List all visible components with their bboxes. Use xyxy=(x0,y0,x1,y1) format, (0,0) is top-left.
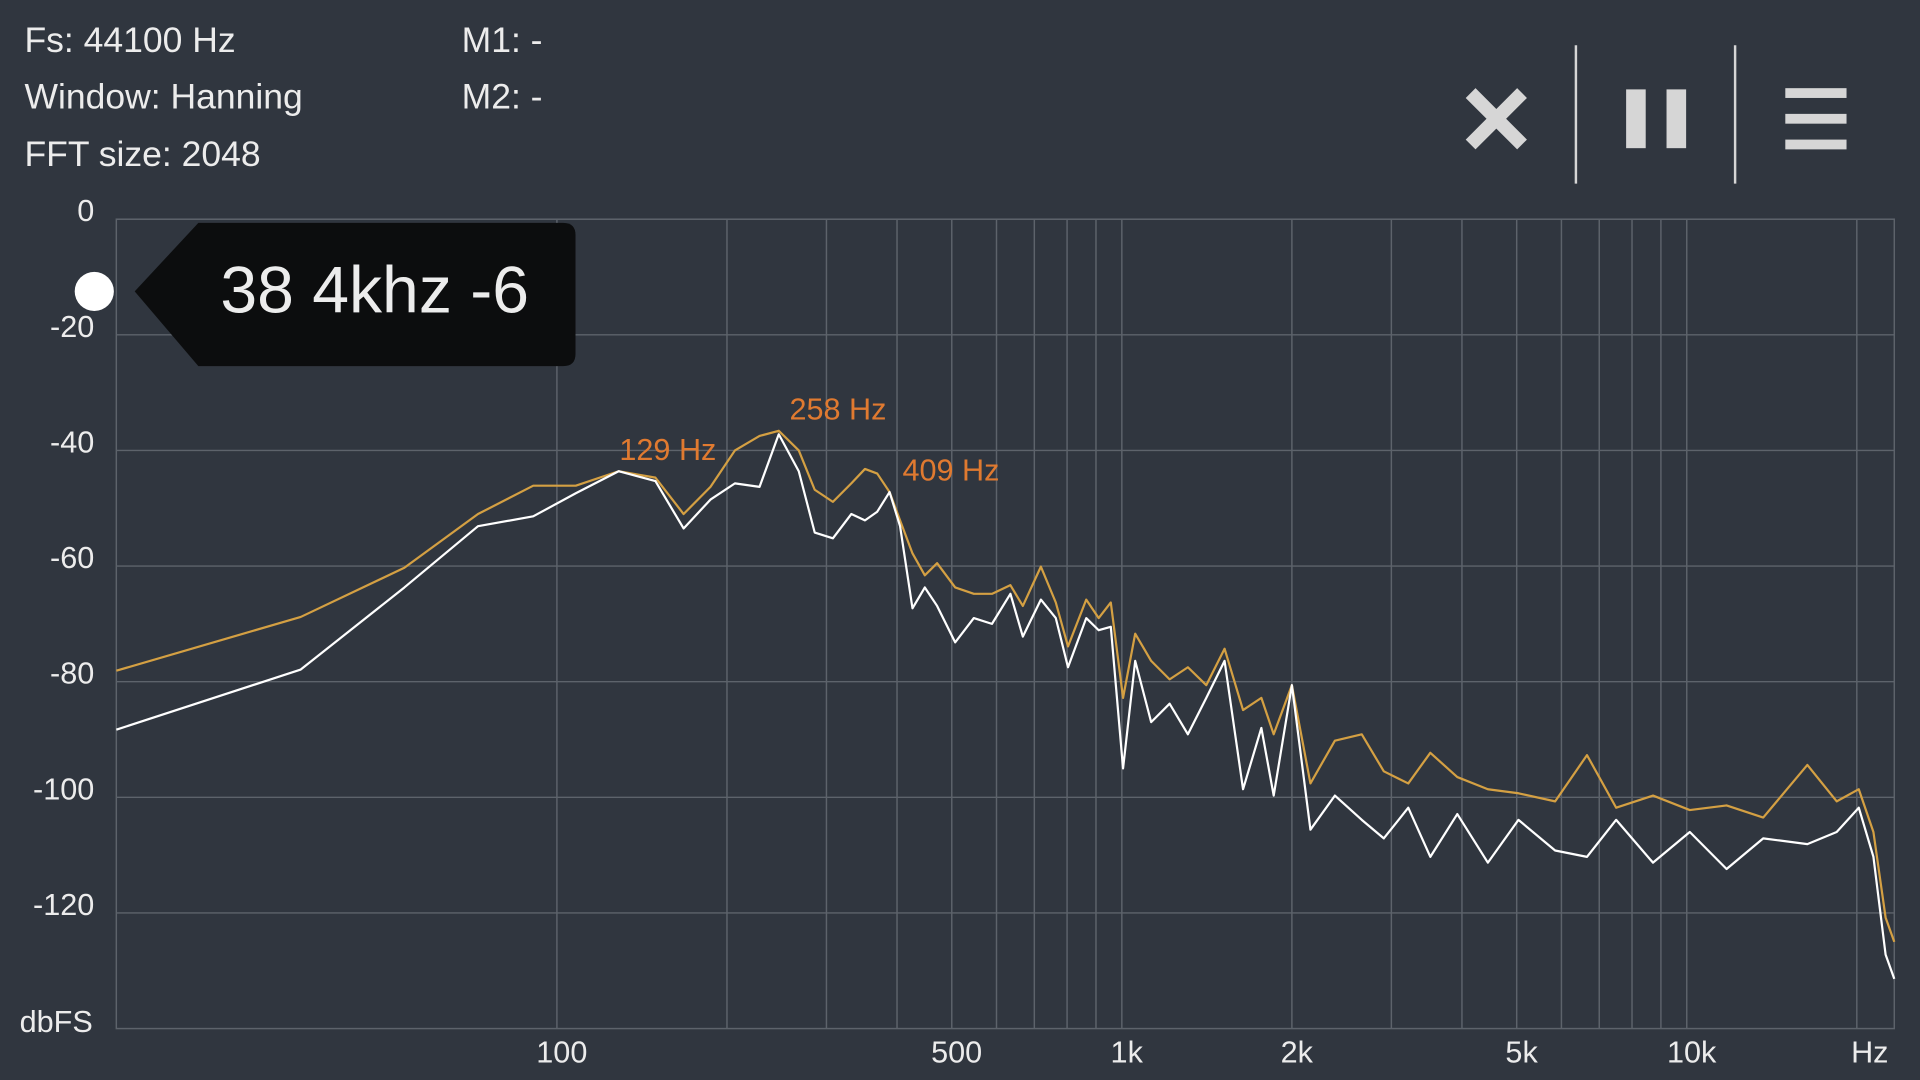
x-axis-unit: Hz xyxy=(1851,1035,1888,1069)
y-axis-unit: dbFS xyxy=(20,1005,93,1039)
spectrum-line xyxy=(116,429,1896,943)
marker-handle[interactable] xyxy=(74,271,114,312)
tooltip: 38 4khz -6 xyxy=(74,222,576,367)
y-tick-label: -120 xyxy=(33,888,94,922)
plot: 0 -20 -40 -60 -80 -100 -120 100 500 1k 2k 5k 10k dbFS… xyxy=(20,194,1896,1069)
pause-button[interactable] xyxy=(1626,89,1687,149)
peak-label: 409 Hz xyxy=(902,454,999,488)
header-line: FFT size: 2048 xyxy=(24,134,260,174)
spectrum-line xyxy=(115,433,1896,980)
tooltip-text: 38 4khz -6 xyxy=(220,254,529,328)
x-tick-label: 500 xyxy=(931,1035,982,1069)
peak-label: 258 Hz xyxy=(789,392,886,426)
tooltip-box xyxy=(134,222,576,367)
header-line: Window: Hanning xyxy=(24,77,302,117)
x-tick-label: 1k xyxy=(1111,1035,1144,1069)
marker-readout: M1: - xyxy=(462,20,543,60)
x-tick-label: 2k xyxy=(1281,1035,1314,1069)
peak-label: 129 Hz xyxy=(619,433,716,467)
x-tick-label: 5k xyxy=(1505,1035,1538,1069)
y-tick-label: -100 xyxy=(33,772,94,806)
y-tick-label: -20 xyxy=(50,310,94,344)
y-tick-label: -40 xyxy=(50,425,94,459)
x-tick-label: 10k xyxy=(1667,1035,1717,1069)
y-tick-label: -60 xyxy=(50,541,94,575)
header-line: Fs: 44100 Hz xyxy=(24,20,235,60)
menu-button[interactable] xyxy=(1785,88,1847,150)
x-tick-label: 100 xyxy=(536,1035,587,1069)
y-tick-label: 0 xyxy=(77,194,94,228)
y-tick-label: -80 xyxy=(50,657,94,691)
marker-readout: M2: - xyxy=(462,77,543,117)
close-button[interactable] xyxy=(1465,88,1527,150)
